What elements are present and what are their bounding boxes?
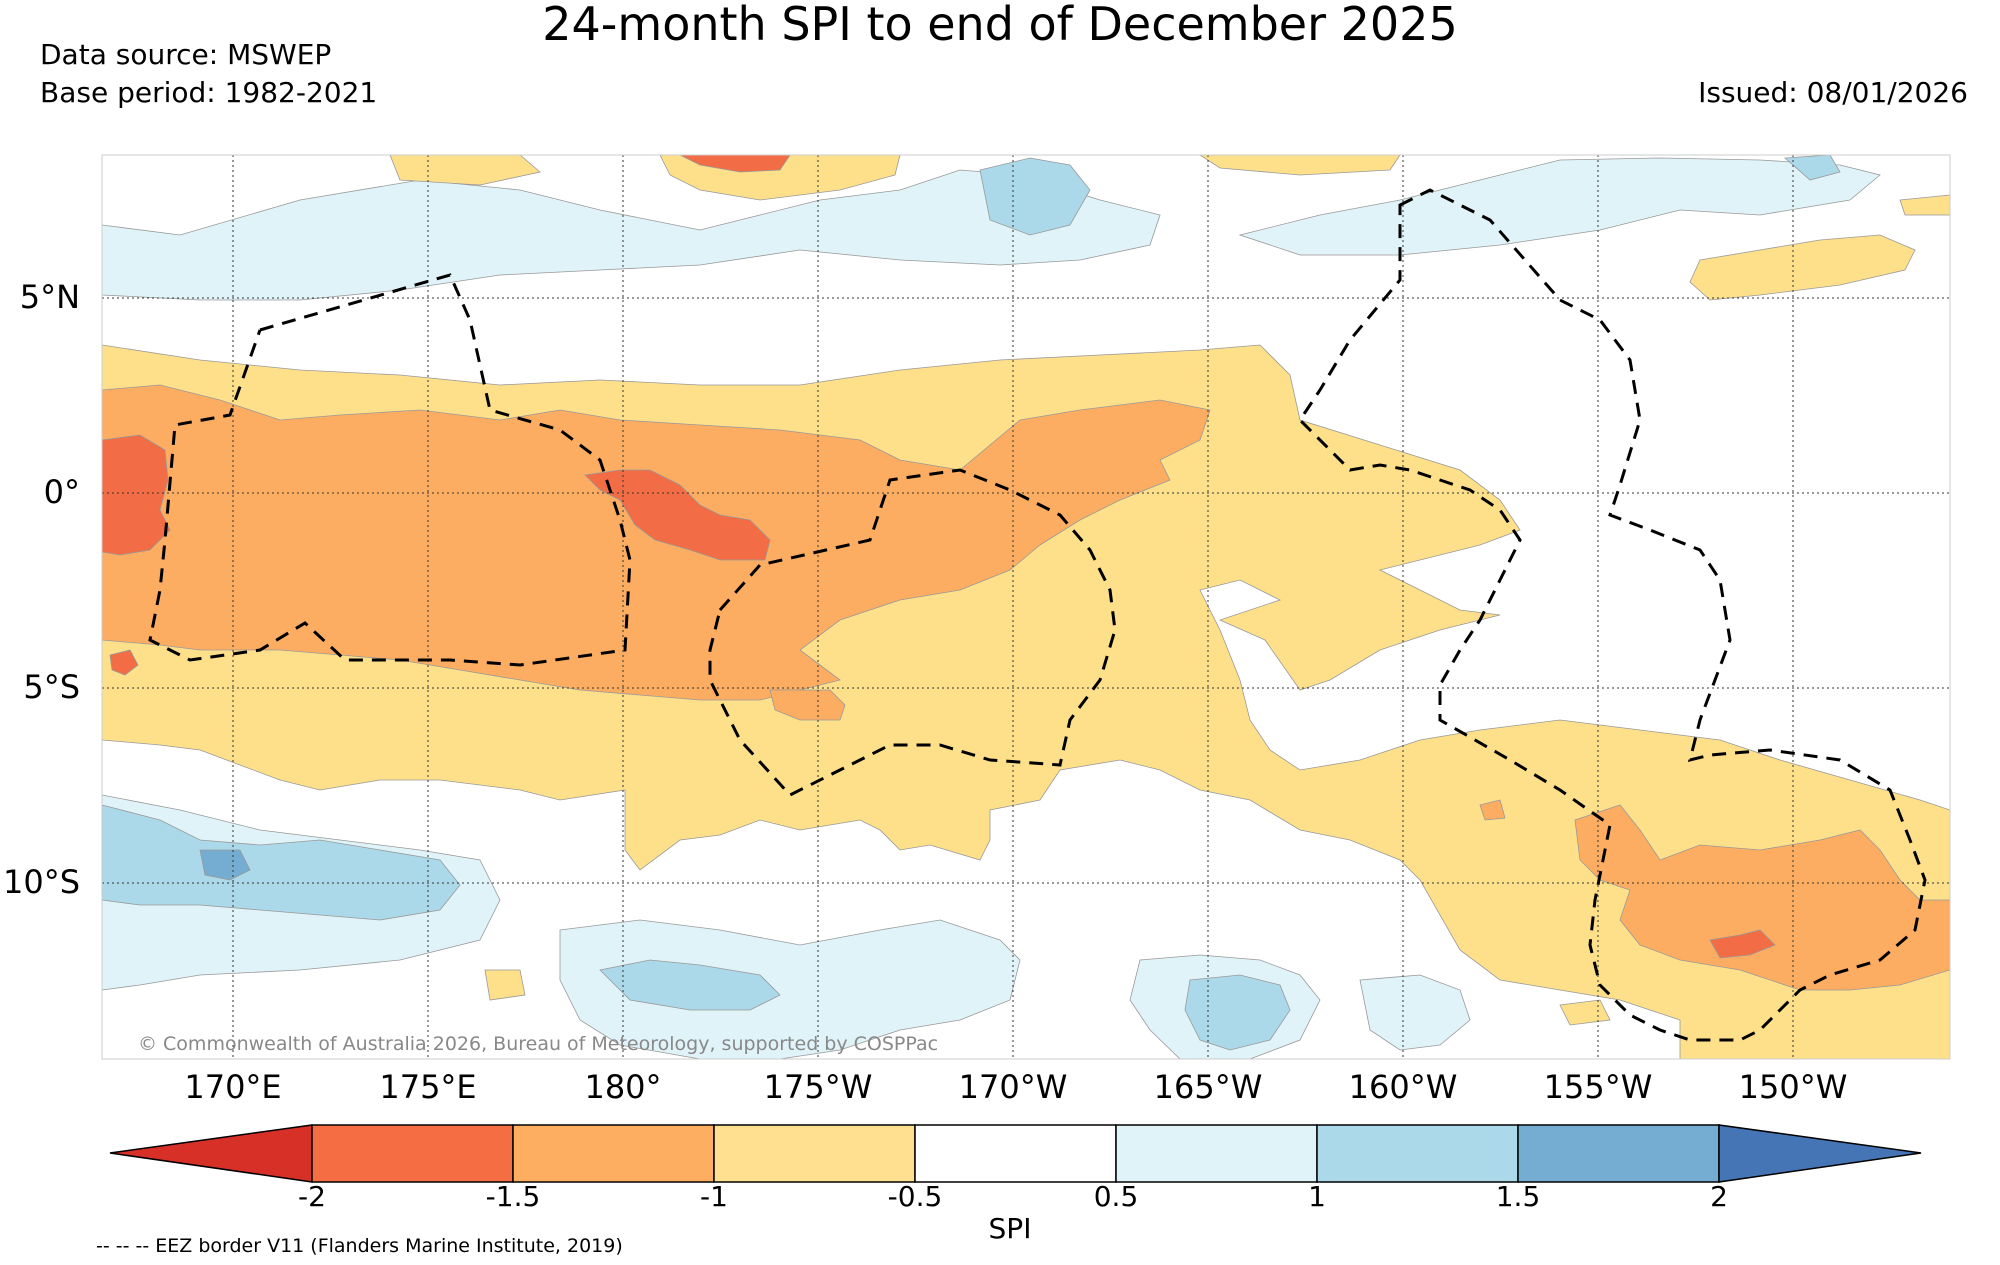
lon-label: 180°: [584, 1068, 662, 1106]
colorbar-segment: [713, 1124, 916, 1183]
dry-patch-severe-west: [102, 434, 171, 556]
dry-region-top: [389, 155, 541, 186]
lat-label: 5°S: [23, 668, 80, 706]
colorbar-tick: -2: [298, 1180, 326, 1213]
dry-region-ne: [1689, 234, 1916, 301]
wet-region-north-3: [1784, 155, 1841, 181]
wet-region-south-4: [599, 959, 781, 1011]
eez-border-line-islands: [1298, 188, 1927, 1042]
colorbar-segment: [1115, 1124, 1318, 1183]
eez-legend-note: -- -- -- EEZ border V11 (Flanders Marine…: [96, 1235, 623, 1257]
colorbar-tick: 1: [1308, 1180, 1326, 1213]
colorbar-tick: 0.5: [1093, 1180, 1139, 1213]
lat-label: 5°N: [19, 278, 80, 316]
colorbar-tick: 2: [1710, 1180, 1728, 1213]
colorbar-extend-high: [1718, 1124, 1922, 1183]
lat-label: 0°: [43, 473, 80, 511]
base-period-label: Base period: 1982-2021: [40, 76, 378, 109]
colorbar-label: SPI: [988, 1212, 1032, 1245]
wet-region-north-2: [979, 157, 1091, 236]
colorbar-tick: 1.5: [1495, 1180, 1541, 1213]
dry-patch-severe-small: [109, 649, 139, 676]
lon-label: 150°W: [1738, 1068, 1848, 1106]
dry-patch-small-2: [1479, 799, 1506, 821]
data-source-label: Data source: MSWEP: [40, 38, 332, 71]
colorbar: [109, 1124, 1922, 1183]
wet-region-south-3: [559, 919, 1021, 1059]
dry-band-moderate: [102, 384, 1211, 701]
wet-region-north: [102, 169, 1161, 301]
colorbar-extend-low: [109, 1124, 313, 1183]
colorbar-segment: [1316, 1124, 1519, 1183]
dry-region-ne-2: [1899, 194, 1950, 216]
colorbar-segment: [1517, 1124, 1720, 1183]
dry-patch-orange-center: [769, 689, 846, 721]
dry-patch-severe-center: [584, 469, 771, 561]
colorbar-segment: [914, 1124, 1117, 1183]
dry-patch-southeast-severe: [1709, 929, 1776, 959]
lon-label: 160°W: [1348, 1068, 1458, 1106]
dry-region-top-3: [679, 155, 791, 173]
issued-date-label: Issued: 08/01/2026: [1698, 76, 1968, 109]
lon-label: 165°W: [1153, 1068, 1263, 1106]
copyright-notice: © Commonwealth of Australia 2026, Bureau…: [138, 1033, 939, 1055]
spi-field: [102, 155, 1950, 1059]
eez-border-phoenix: [708, 468, 1117, 797]
wet-region-south-6: [1184, 974, 1291, 1051]
dry-patch-small-3: [484, 969, 526, 1001]
lon-label: 175°E: [379, 1068, 477, 1106]
colorbar-tick: -1: [700, 1180, 728, 1213]
colorbar-segment: [512, 1124, 715, 1183]
colorbar-tick: -1.5: [485, 1180, 541, 1213]
dry-region-top-4: [1199, 155, 1401, 176]
wet-region-south-7: [1359, 974, 1471, 1051]
colorbar-segment: [311, 1124, 514, 1183]
lon-label: 170°E: [184, 1068, 282, 1106]
eez-border-tuvalu-gilberts: [148, 273, 632, 667]
lon-label: 175°W: [763, 1068, 873, 1106]
map-frame: [101, 154, 1951, 1060]
chart-title: 24-month SPI to end of December 2025: [542, 0, 1458, 51]
lat-label: 10°S: [2, 863, 80, 901]
colorbar-tick: -0.5: [887, 1180, 943, 1213]
wet-region-south-1: [102, 804, 461, 921]
dry-patch-southeast: [1574, 804, 1950, 991]
eez-borders: [148, 188, 1927, 1042]
graticule: [102, 155, 1950, 1059]
lon-label: 155°W: [1543, 1068, 1653, 1106]
lon-label: 170°W: [958, 1068, 1068, 1106]
